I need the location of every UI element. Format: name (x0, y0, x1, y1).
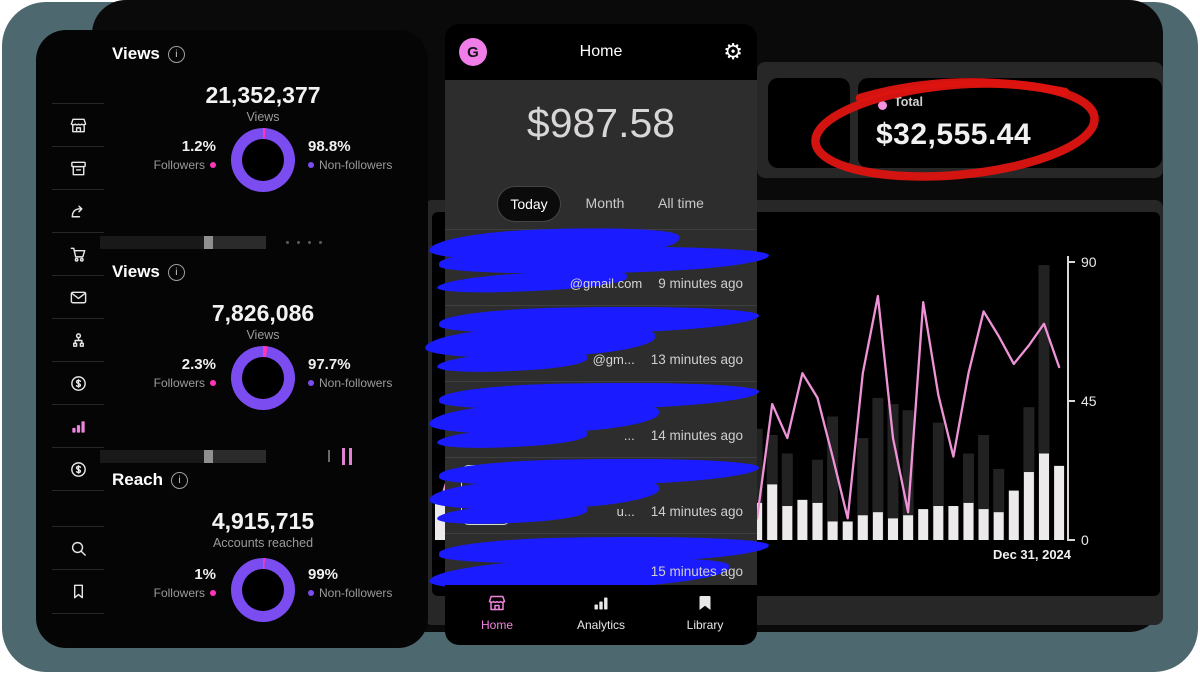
sidebar-item-referral[interactable] (52, 189, 104, 233)
insights-panel: Views 21,352,377 Views 1.2% Followers 98… (36, 30, 428, 648)
views2-metric-label: Views (246, 328, 280, 342)
network-icon (69, 331, 88, 350)
reach-card-title: Reach (112, 470, 189, 490)
mobile-app-window: Home G $987.58 Today Month All time @gma… (424, 24, 770, 645)
bookmark-icon (69, 582, 88, 601)
pagination-dots (286, 241, 322, 244)
partial-stat-card (768, 78, 850, 168)
nav-item-analytics[interactable]: Analytics (549, 593, 653, 632)
views-followers-stat: 1.2% Followers (153, 138, 216, 172)
reach-metric: 4,915,715 (211, 508, 315, 534)
total-accent-dot (878, 101, 887, 110)
analytics-bars-icon (591, 593, 611, 613)
sidebar-item-mail[interactable] (52, 275, 104, 319)
svg-text:45: 45 (1081, 393, 1097, 409)
sale-list-item[interactable]: ... 14 minutes ago (428, 380, 760, 458)
sale-list-item[interactable]: 15 minutes ago (428, 533, 770, 595)
reach-donut-chart (231, 558, 295, 622)
library-icon (695, 593, 715, 613)
scrollbar-thumb[interactable] (204, 450, 213, 463)
mini-bar-pink (342, 448, 345, 465)
sidebar-item-search[interactable] (52, 526, 104, 570)
views-nonfollowers-stat: 98.8% Non-followers (308, 138, 393, 172)
sale-list-item[interactable]: @gm... 13 minutes ago (424, 304, 760, 382)
payouts-icon (69, 460, 88, 479)
reach-nonfollowers-stat: 99% Non-followers (308, 566, 393, 600)
nonfollowers-dot (308, 590, 314, 596)
sale-list-item[interactable]: u... 14 minutes ago (428, 456, 760, 534)
tab-month[interactable]: Month (585, 195, 625, 211)
scrollbar-thumb[interactable] (204, 236, 213, 249)
sidebar-item-bookmark[interactable] (52, 569, 104, 614)
views2-donut-chart (231, 346, 295, 410)
followers-dot (210, 380, 216, 386)
nav-label: Library (686, 618, 724, 632)
sidebar-item-cart[interactable] (52, 232, 104, 276)
phone-bottom-nav: Home Analytics Library (445, 585, 757, 645)
archive-icon (69, 159, 88, 178)
mini-bar-gray (328, 450, 330, 462)
sidebar-item-archive[interactable] (52, 146, 104, 190)
views2-nonfollowers-stat: 97.7% Non-followers (308, 356, 393, 390)
sidebar-item-storefront[interactable] (52, 103, 104, 147)
mini-bar-pink (349, 448, 352, 465)
balance-amount: $987.58 (526, 100, 676, 146)
views-donut-chart (231, 128, 295, 192)
svg-text:0: 0 (1081, 532, 1089, 548)
nonfollowers-dot (308, 162, 314, 168)
tab-all-time[interactable]: All time (658, 195, 704, 211)
sidebar-item-earnings[interactable] (52, 361, 104, 405)
referral-icon (69, 202, 88, 221)
info-icon[interactable] (167, 263, 185, 281)
nav-item-home[interactable]: Home (445, 593, 549, 632)
phone-page-title: Home (579, 43, 623, 60)
app-logo[interactable]: G (459, 38, 487, 66)
views2-followers-stat: 2.3% Followers (153, 356, 216, 390)
sidebar-item-network[interactable] (52, 318, 104, 362)
nonfollowers-dot (308, 380, 314, 386)
views-metric-label: Views (246, 110, 280, 124)
nav-label: Analytics (576, 618, 626, 632)
total-value: $32,555.44 (876, 118, 1032, 151)
mail-icon (69, 288, 88, 307)
nav-item-library[interactable]: Library (653, 593, 757, 632)
followers-dot (210, 590, 216, 596)
sidebar-item-empty (52, 490, 104, 534)
scrollbar-1[interactable] (100, 236, 266, 249)
svg-text:Dec 31, 2024: Dec 31, 2024 (993, 547, 1072, 562)
total-label: Total (894, 95, 923, 109)
views-title-text: Views (112, 44, 160, 63)
settings-gear-icon[interactable] (723, 24, 743, 80)
total-earnings-card: Total $32,555.44 (858, 78, 1162, 168)
views-card-title: Views (112, 44, 185, 64)
earnings-icon (69, 374, 88, 393)
analytics-bars-icon (69, 417, 88, 436)
reach-metric-label: Accounts reached (212, 536, 314, 550)
followers-dot (210, 162, 216, 168)
svg-text:90: 90 (1081, 254, 1097, 270)
storefront-icon (69, 116, 88, 135)
search-icon (69, 539, 88, 558)
reach-title-text: Reach (112, 470, 164, 489)
views-metric: 21,352,377 (205, 82, 321, 108)
sale-list-item[interactable]: @gmail.com 9 minutes ago (428, 224, 770, 306)
sidebar-item-analytics[interactable] (52, 404, 104, 448)
sidebar-item-payouts[interactable] (52, 447, 104, 491)
views2-metric: 7,826,086 (211, 300, 315, 326)
views2-card-title: Views (112, 262, 185, 282)
scrollbar-2[interactable] (100, 450, 266, 463)
tab-today[interactable]: Today (497, 186, 561, 222)
info-icon[interactable] (167, 45, 185, 63)
home-storefront-icon (487, 593, 507, 613)
reach-followers-stat: 1% Followers (153, 566, 216, 600)
views2-title-text: Views (112, 262, 160, 281)
cart-icon (69, 245, 88, 264)
info-icon[interactable] (171, 471, 189, 489)
nav-label: Home (480, 618, 513, 632)
